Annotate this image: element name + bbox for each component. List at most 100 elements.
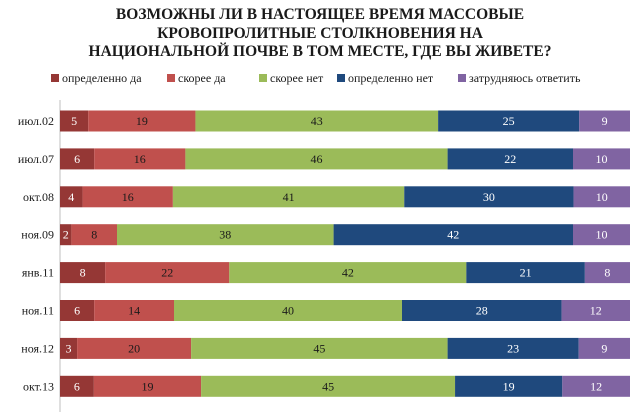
bar-segment-4-1 <box>60 224 72 246</box>
data-label-7-5: 9 <box>601 341 607 355</box>
bar-segment-7-3 <box>191 337 448 359</box>
data-label-1-2: 19 <box>136 114 148 128</box>
data-label-7-3: 45 <box>313 341 325 355</box>
data-label-1-1: 5 <box>71 114 77 128</box>
data-label-2-4: 22 <box>504 152 516 166</box>
bar-segment-6-1 <box>60 300 95 321</box>
chart-title: ВОЗМОЖНЫ ЛИ В НАСТОЯЩЕЕ ВРЕМЯ МАССОВЫЕ К… <box>0 6 640 62</box>
data-label-2-2: 16 <box>134 152 146 166</box>
legend-label-2: скорее да <box>178 71 226 85</box>
data-label-4-2: 8 <box>91 228 97 242</box>
data-label-5-3: 42 <box>342 266 354 280</box>
bar-segment-8-2 <box>93 375 202 397</box>
bar-segment-2-5 <box>573 148 630 170</box>
legend-label-3: скорее нет <box>270 71 324 85</box>
data-label-1-4: 25 <box>503 114 515 128</box>
bar-segment-1-2 <box>88 110 196 132</box>
bar-segment-4-2 <box>71 224 117 246</box>
data-label-2-1: 6 <box>74 152 80 166</box>
data-label-7-1: 3 <box>66 341 72 355</box>
legend-label-1: определенно да <box>62 71 142 85</box>
bar-segment-5-5 <box>584 262 630 284</box>
data-label-5-1: 8 <box>80 266 86 280</box>
bar-segment-8-1 <box>60 375 94 397</box>
data-label-8-4: 19 <box>503 379 515 393</box>
bar-segment-2-1 <box>60 148 95 170</box>
bar-segment-4-4 <box>333 224 573 246</box>
category-label-5: янв.11 <box>22 266 54 280</box>
legend-swatch-4 <box>337 74 345 82</box>
bar-segment-5-4 <box>466 262 585 284</box>
data-label-3-4: 30 <box>483 190 495 204</box>
category-label-2: июл.07 <box>18 152 54 166</box>
chart-title-line-1: ВОЗМОЖНЫ ЛИ В НАСТОЯЩЕЕ ВРЕМЯ МАССОВЫЕ <box>115 6 525 23</box>
bar-segment-7-2 <box>77 337 192 359</box>
legend-swatch-3 <box>259 74 267 82</box>
category-label-3: окт.08 <box>23 190 54 204</box>
bar-segment-6-3 <box>174 300 402 321</box>
data-label-5-2: 22 <box>161 266 173 280</box>
legend-swatch-2 <box>167 74 175 82</box>
legend-label-4: определенно нет <box>348 71 434 85</box>
bar-segment-1-1 <box>60 110 89 132</box>
category-label-7: ноя.12 <box>21 341 54 355</box>
bar-segment-6-4 <box>402 300 562 321</box>
data-label-6-3: 40 <box>282 304 294 318</box>
legend-swatch-1 <box>51 74 59 82</box>
data-label-4-1: 2 <box>63 228 69 242</box>
category-label-8: окт.13 <box>23 379 54 393</box>
bar-segment-7-5 <box>578 337 630 359</box>
category-label-4: ноя.09 <box>21 228 54 242</box>
bar-segment-1-3 <box>195 110 439 132</box>
data-label-6-2: 14 <box>128 304 140 318</box>
bar-segment-2-2 <box>94 148 186 170</box>
bar-segment-5-1 <box>60 262 106 284</box>
legend-swatch-5 <box>458 74 466 82</box>
data-label-6-1: 6 <box>74 304 80 318</box>
bar-segment-8-5 <box>562 375 630 397</box>
bar-segment-1-5 <box>579 110 630 132</box>
data-label-3-3: 41 <box>283 190 295 204</box>
bar-segment-2-4 <box>447 148 573 170</box>
data-label-6-5: 12 <box>590 304 602 318</box>
data-label-5-4: 21 <box>520 266 532 280</box>
data-label-5-5: 8 <box>604 266 610 280</box>
data-label-8-1: 6 <box>74 379 80 393</box>
data-label-8-3: 45 <box>322 379 334 393</box>
data-label-3-5: 10 <box>596 190 608 204</box>
bar-segment-5-3 <box>229 262 467 284</box>
data-label-4-3: 38 <box>219 228 231 242</box>
bar-segment-7-4 <box>447 337 579 359</box>
data-label-7-4: 23 <box>507 341 519 355</box>
bar-segment-1-4 <box>438 110 580 132</box>
bar-segment-8-4 <box>455 375 563 397</box>
data-label-3-1: 4 <box>68 190 74 204</box>
data-label-2-3: 46 <box>311 152 323 166</box>
legend-label-5: затрудняюсь ответить <box>469 71 581 85</box>
data-label-2-5: 10 <box>596 152 608 166</box>
bar-segment-2-3 <box>185 148 448 170</box>
bar-segment-5-2 <box>105 262 230 284</box>
bar-segment-3-3 <box>172 186 405 208</box>
bar-segment-3-1 <box>60 186 83 208</box>
data-label-4-4: 42 <box>447 228 459 242</box>
data-label-3-2: 16 <box>122 190 134 204</box>
data-label-7-2: 20 <box>128 341 140 355</box>
data-label-4-5: 10 <box>596 228 608 242</box>
bar-segment-6-2 <box>94 300 174 321</box>
category-label-1: июл.02 <box>18 114 54 128</box>
data-label-8-2: 19 <box>141 379 153 393</box>
bar-segment-4-5 <box>573 224 630 246</box>
bar-segment-6-5 <box>561 300 630 321</box>
chart-title-line-2: КРОВОПРОЛИТНЫЕ СТОЛКНОВЕНИЯ НА <box>157 24 483 42</box>
bar-segment-3-5 <box>573 186 630 208</box>
chart-title-line-3: НАЦИОНАЛЬНОЙ ПОЧВЕ В ТОМ МЕСТЕ, ГДЕ ВЫ Ж… <box>88 43 552 60</box>
bar-segment-8-3 <box>201 375 456 397</box>
data-label-6-4: 28 <box>476 304 488 318</box>
data-label-1-3: 43 <box>311 114 323 128</box>
bar-segment-3-4 <box>404 186 574 208</box>
bar-segment-4-3 <box>117 224 334 246</box>
category-label-6: ноя.11 <box>22 304 54 318</box>
